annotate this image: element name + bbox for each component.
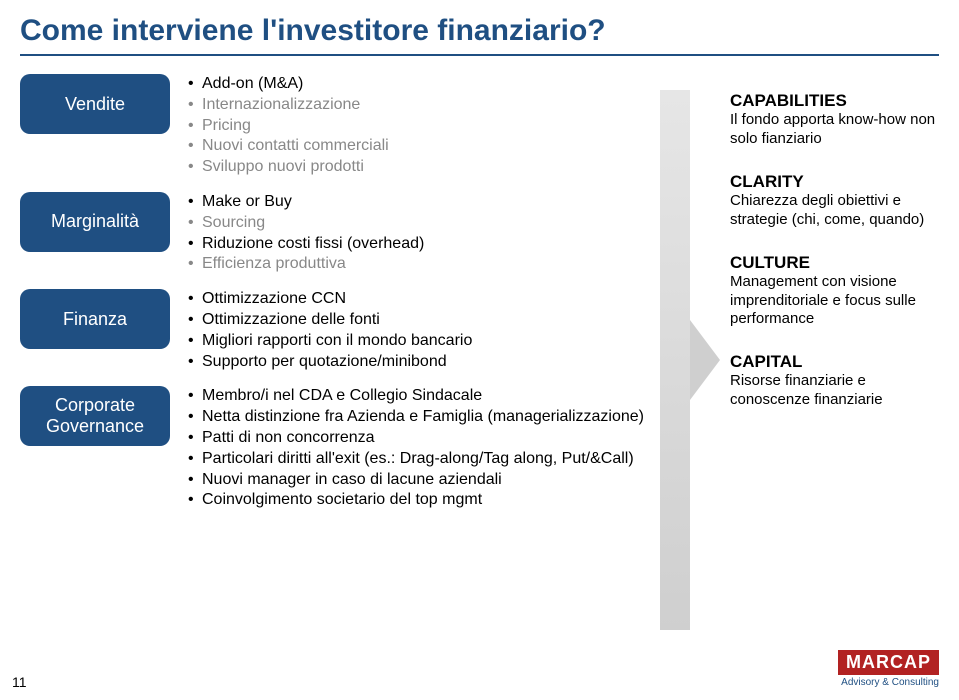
row-marginalita: Marginalità Make or Buy Sourcing Riduzio…	[20, 192, 680, 275]
list-item: Netta distinzione fra Azienda e Famiglia…	[188, 407, 644, 428]
bullets-marginalita: Make or Buy Sourcing Riduzione costi fis…	[188, 192, 424, 275]
logo-main: MARCAP	[838, 650, 939, 675]
list-item: Membro/i nel CDA e Collegio Sindacale	[188, 386, 644, 407]
list-item: Migliori rapporti con il mondo bancario	[188, 331, 472, 352]
heading-clarity: CLARITY	[730, 171, 940, 192]
right-column: CAPABILITIES Il fondo apporta know-how n…	[730, 90, 940, 410]
list-item: Coinvolgimento societario del top mgmt	[188, 490, 644, 511]
row-finanza: Finanza Ottimizzazione CCN Ottimizzazion…	[20, 289, 680, 372]
page-number: 11	[12, 674, 27, 690]
arrow-shaft	[660, 90, 690, 630]
list-item: Ottimizzazione delle fonti	[188, 310, 472, 331]
block-capital: CAPITAL Risorse finanziarie e conoscenze…	[730, 351, 940, 410]
body-culture: Management con visione imprenditoriale e…	[730, 273, 940, 329]
block-clarity: CLARITY Chiarezza degli obiettivi e stra…	[730, 171, 940, 230]
list-item: Pricing	[188, 116, 389, 137]
list-item: Sourcing	[188, 213, 424, 234]
list-item: Add-on (M&A)	[188, 74, 389, 95]
list-item: Nuovi manager in caso di lacune aziendal…	[188, 470, 644, 491]
logo: MARCAP Advisory & Consulting	[838, 650, 939, 688]
list-item: Sviluppo nuovi prodotti	[188, 157, 389, 178]
list-item: Particolari diritti all'exit (es.: Drag-…	[188, 449, 644, 470]
title-rule	[20, 54, 939, 56]
pill-marginalita: Marginalità	[20, 192, 170, 252]
heading-culture: CULTURE	[730, 252, 940, 273]
list-item: Internazionalizzazione	[188, 95, 389, 116]
heading-capabilities: CAPABILITIES	[730, 90, 940, 111]
row-governance: Corporate Governance Membro/i nel CDA e …	[20, 386, 680, 511]
list-item: Supporto per quotazione/minibond	[188, 352, 472, 373]
bullets-governance: Membro/i nel CDA e Collegio Sindacale Ne…	[188, 386, 644, 511]
left-column: Vendite Add-on (M&A) Internazionalizzazi…	[20, 74, 680, 511]
list-item: Nuovi contatti commerciali	[188, 136, 389, 157]
list-item: Riduzione costi fissi (overhead)	[188, 234, 424, 255]
arrow-head-icon	[690, 320, 720, 400]
pill-vendite: Vendite	[20, 74, 170, 134]
slide-title: Come interviene l'investitore finanziari…	[0, 0, 959, 54]
heading-capital: CAPITAL	[730, 351, 940, 372]
bullets-finanza: Ottimizzazione CCN Ottimizzazione delle …	[188, 289, 472, 372]
list-item: Make or Buy	[188, 192, 424, 213]
list-item: Ottimizzazione CCN	[188, 289, 472, 310]
row-vendite: Vendite Add-on (M&A) Internazionalizzazi…	[20, 74, 680, 178]
bullets-vendite: Add-on (M&A) Internazionalizzazione Pric…	[188, 74, 389, 178]
list-item: Patti di non concorrenza	[188, 428, 644, 449]
body-capital: Risorse finanziarie e conoscenze finanzi…	[730, 372, 940, 410]
block-culture: CULTURE Management con visione imprendit…	[730, 252, 940, 330]
body-clarity: Chiarezza degli obiettivi e strategie (c…	[730, 192, 940, 230]
arrow-shape	[660, 90, 720, 630]
block-capabilities: CAPABILITIES Il fondo apporta know-how n…	[730, 90, 940, 149]
pill-finanza: Finanza	[20, 289, 170, 349]
logo-sub: Advisory & Consulting	[838, 677, 939, 688]
list-item: Efficienza produttiva	[188, 254, 424, 275]
pill-governance: Corporate Governance	[20, 386, 170, 446]
body-capabilities: Il fondo apporta know-how non solo fianz…	[730, 111, 940, 149]
